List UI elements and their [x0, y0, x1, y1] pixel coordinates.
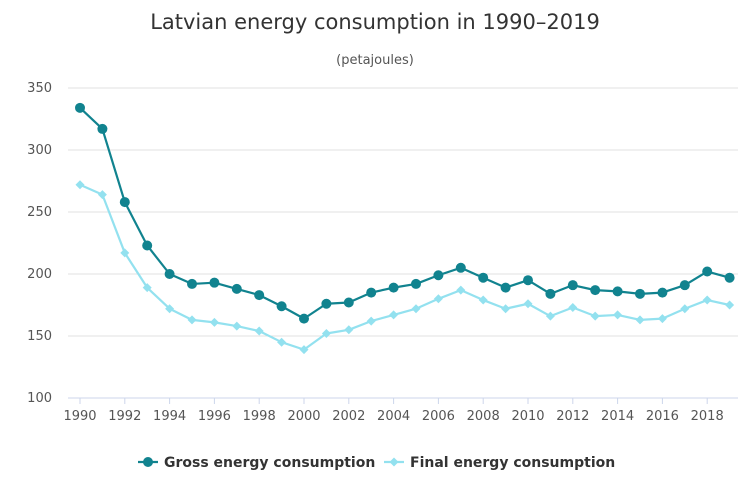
legend-marker-gross [143, 457, 153, 467]
data-point-gross [299, 313, 309, 324]
data-point-final [344, 325, 354, 335]
series-layer [75, 102, 735, 355]
data-point-gross [119, 197, 130, 208]
data-point-gross [702, 266, 713, 277]
data-point-gross [209, 277, 220, 288]
data-point-final [702, 295, 712, 305]
data-point-gross [164, 269, 175, 279]
x-tick-label: 1992 [108, 409, 141, 424]
data-point-final [120, 248, 130, 258]
legend: Gross energy consumption Final energy con… [138, 455, 615, 471]
data-point-gross [75, 102, 85, 113]
data-point-gross [411, 278, 421, 289]
data-point-final [545, 311, 555, 321]
y-tick-label: 150 [27, 329, 52, 344]
data-point-gross [478, 272, 489, 283]
data-point-gross [612, 286, 623, 297]
data-point-gross [187, 278, 197, 289]
data-point-gross [366, 287, 377, 298]
data-point-gross [545, 288, 556, 299]
data-point-final [613, 310, 623, 320]
data-point-gross [679, 280, 690, 291]
series-line-gross [79, 107, 730, 320]
data-point-final [97, 190, 107, 200]
legend-label-final: Final energy consumption [410, 455, 615, 471]
gridlines [68, 87, 738, 399]
data-point-gross [343, 297, 354, 308]
data-point-final [657, 314, 667, 324]
x-axis-ticks: 1990 1992 1994 1996 1998 2000 2002 2004 2006 2008… [63, 398, 724, 424]
x-tick-label: 2010 [511, 409, 544, 424]
data-point-final [277, 337, 287, 347]
x-tick-label: 2016 [646, 409, 679, 424]
y-tick-label: 300 [27, 143, 52, 158]
data-point-gross [724, 272, 735, 283]
data-point-gross [276, 301, 287, 312]
data-point-gross [567, 280, 578, 291]
data-point-gross [657, 287, 668, 298]
series-line-final [79, 183, 730, 351]
data-point-gross [321, 298, 332, 309]
x-tick-label: 2006 [422, 409, 455, 424]
data-point-gross [635, 288, 645, 299]
x-tick-label: 2018 [691, 409, 724, 424]
data-point-gross [254, 290, 265, 301]
data-point-final [321, 329, 331, 339]
x-tick-label: 2012 [556, 409, 589, 424]
data-point-final [635, 315, 645, 325]
data-point-gross [455, 262, 466, 273]
data-point-final [366, 316, 376, 326]
data-point-final [725, 300, 735, 310]
data-point-final [254, 326, 264, 336]
data-point-final [680, 304, 690, 314]
legend-label-gross: Gross energy consumption [164, 455, 375, 471]
x-tick-label: 1990 [63, 409, 96, 424]
y-tick-label: 200 [27, 267, 52, 282]
data-point-final [523, 299, 533, 309]
data-point-final [478, 295, 488, 305]
x-tick-label: 2014 [601, 409, 634, 424]
data-point-final [299, 345, 309, 355]
y-tick-label: 250 [27, 205, 52, 220]
x-tick-label: 1996 [198, 409, 231, 424]
chart-title: Latvian energy consumption in 1990–2019 [150, 10, 600, 34]
data-point-final [389, 310, 399, 320]
data-point-gross [500, 282, 511, 293]
x-tick-label: 2004 [377, 409, 410, 424]
data-point-final [433, 294, 443, 304]
x-tick-label: 2002 [332, 409, 365, 424]
data-point-final [209, 317, 219, 327]
chart-subtitle: (petajoules) [336, 53, 414, 68]
x-tick-label: 2008 [467, 409, 500, 424]
data-point-gross [523, 275, 533, 286]
data-point-final [142, 283, 152, 293]
legend-marker-final [389, 457, 399, 467]
data-point-final [232, 321, 242, 331]
data-point-gross [590, 285, 601, 296]
data-point-final [456, 285, 466, 295]
data-point-final [187, 315, 197, 325]
x-tick-label: 1998 [243, 409, 276, 424]
x-tick-label: 2000 [287, 409, 320, 424]
data-point-final [165, 304, 175, 314]
data-point-gross [388, 282, 399, 293]
data-point-gross [433, 270, 444, 281]
y-tick-label: 350 [27, 81, 52, 96]
data-point-gross [142, 240, 153, 251]
x-tick-label: 1994 [153, 409, 186, 424]
data-point-final [75, 180, 85, 190]
data-point-gross [231, 283, 242, 294]
data-point-final [568, 302, 578, 312]
data-point-final [501, 304, 511, 314]
y-axis-ticks: 100 150 200 250 300 350 [27, 81, 52, 406]
data-point-final [411, 304, 421, 314]
y-tick-label: 100 [27, 391, 52, 406]
data-point-final [590, 311, 600, 321]
data-point-gross [97, 123, 108, 134]
